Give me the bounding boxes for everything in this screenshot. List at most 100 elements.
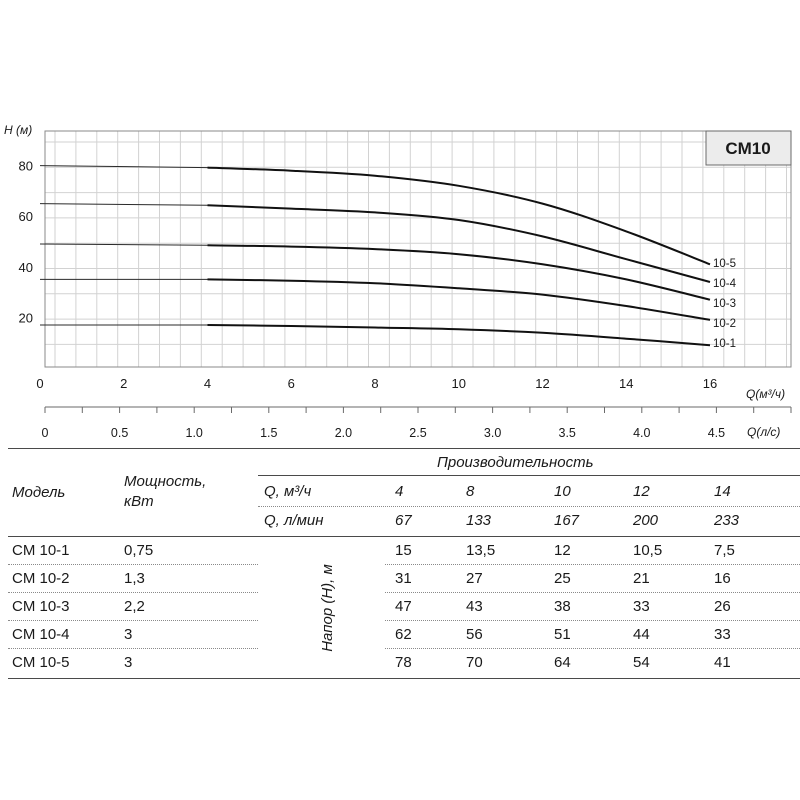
performance-header-rule xyxy=(258,475,800,476)
secondary-tick-label: 4.0 xyxy=(633,426,650,440)
row-separator xyxy=(385,564,800,565)
series-label: 10-3 xyxy=(713,298,736,310)
specification-table: Модель Мощность, кВт Производительность … xyxy=(0,448,800,800)
row-head-value: 78 xyxy=(395,654,412,671)
row-head-value: 43 xyxy=(466,598,483,615)
curve-10-5 xyxy=(207,166,711,266)
q-lmin-value: 167 xyxy=(554,512,580,529)
row-head-value: 44 xyxy=(633,626,650,643)
row-head-value: 16 xyxy=(714,570,731,587)
curve-labels: 10-1 10-2 10-3 10-4 10-5 xyxy=(713,258,737,350)
column-header-power: Мощность, xyxy=(124,473,207,490)
x-tick-label: 0 xyxy=(36,376,43,391)
y-tick-label: 20 xyxy=(19,310,33,325)
y-tick-label: 40 xyxy=(19,260,33,275)
x-tick-label: 10 xyxy=(452,376,466,391)
series-label: 10-5 xyxy=(713,258,736,270)
chart-title-box: CM10 xyxy=(705,130,792,166)
row-head-value: 15 xyxy=(395,542,412,559)
pump-curve-chart: CM10 H (м) 20 40 60 80 0 2 4 6 8 10 12 14 16 Q(м³/ч… xyxy=(4,123,792,440)
table-top-rule xyxy=(8,448,800,449)
q-lmin-value: 133 xyxy=(466,512,492,529)
curve-10-2 xyxy=(207,278,711,321)
row-head-value: 10,5 xyxy=(633,542,663,559)
row-head-value: 26 xyxy=(714,598,731,615)
y-tick-label: 80 xyxy=(19,159,33,174)
x-tick-label: 8 xyxy=(371,376,378,391)
row-head-value: 54 xyxy=(633,654,650,671)
column-header-power-unit: кВт xyxy=(124,493,154,510)
row-model: CM 10-5 xyxy=(12,654,70,671)
row-head-value: 38 xyxy=(554,598,571,615)
row-head-value: 25 xyxy=(554,570,571,587)
row-head-value: 70 xyxy=(466,654,483,671)
curve-10-4 xyxy=(207,204,711,283)
row-separator xyxy=(385,620,800,621)
row-head-value: 21 xyxy=(633,570,650,587)
row-separator xyxy=(385,592,800,593)
q-m3-value: 10 xyxy=(554,483,571,500)
row-head-value: 13,5 xyxy=(466,542,496,559)
pump-curves xyxy=(39,165,711,347)
row-head-value: 12 xyxy=(554,542,571,559)
row-separator xyxy=(8,648,258,649)
row-model: CM 10-2 xyxy=(12,570,70,587)
y-tick-label: 60 xyxy=(19,209,33,224)
q-row-separator xyxy=(258,506,800,507)
column-header-model: Модель xyxy=(12,484,66,501)
head-column-label: Напор (H), м xyxy=(319,564,336,652)
plot-frame xyxy=(44,130,792,368)
secondary-tick-label: 1.0 xyxy=(186,426,203,440)
curve-10-4-lead xyxy=(39,203,208,206)
x-tick-labels: 0 2 4 6 8 10 12 14 16 xyxy=(36,376,717,391)
curve-10-3-lead xyxy=(39,243,208,246)
q-m3-value: 8 xyxy=(466,483,475,500)
row-head-value: 7,5 xyxy=(714,542,735,559)
table-header-bottom-rule xyxy=(8,536,800,537)
q-lmin-value: 200 xyxy=(633,512,659,529)
row-head-value: 31 xyxy=(395,570,412,587)
x-tick-label: 6 xyxy=(288,376,295,391)
row-head-value: 27 xyxy=(466,570,483,587)
x-axis-label: Q(м³/ч) xyxy=(746,387,785,401)
row-head-value: 56 xyxy=(466,626,483,643)
table-bottom-rule xyxy=(8,678,800,679)
row-separator xyxy=(8,592,258,593)
secondary-tick-label: 4.5 xyxy=(708,426,725,440)
secondary-axis-ticks: 0 0.5 1.0 1.5 2.0 2.5 3.0 3.5 4.0 4.5 xyxy=(42,407,792,440)
row-power: 1,3 xyxy=(124,570,145,587)
curve-10-5-lead xyxy=(39,165,208,169)
row-separator xyxy=(385,648,800,649)
row-label-q-lmin: Q, л/мин xyxy=(264,512,324,529)
row-head-value: 64 xyxy=(554,654,571,671)
x-tick-label: 16 xyxy=(703,376,717,391)
y-axis-label: H (м) xyxy=(4,123,32,137)
series-label: 10-2 xyxy=(713,318,736,330)
x-tick-label: 2 xyxy=(120,376,127,391)
q-lmin-value: 233 xyxy=(714,512,740,529)
y-tick-labels: 20 40 60 80 xyxy=(19,159,33,326)
secondary-tick-label: 2.0 xyxy=(335,426,352,440)
column-header-performance: Производительность xyxy=(437,454,594,471)
row-head-value: 33 xyxy=(633,598,650,615)
row-head-value: 51 xyxy=(554,626,571,643)
row-power: 0,75 xyxy=(124,542,154,559)
curve-10-1 xyxy=(207,324,711,347)
chart-grid xyxy=(45,131,791,367)
row-model: CM 10-4 xyxy=(12,626,70,643)
x-tick-label: 12 xyxy=(535,376,549,391)
x-tick-label: 4 xyxy=(204,376,211,391)
row-head-value: 62 xyxy=(395,626,412,643)
secondary-tick-label: 0 xyxy=(42,426,49,440)
series-label: 10-4 xyxy=(713,278,737,290)
secondary-tick-label: 3.0 xyxy=(484,426,501,440)
secondary-tick-label: 2.5 xyxy=(409,426,426,440)
chart-title: CM10 xyxy=(725,139,770,158)
row-separator xyxy=(8,564,258,565)
secondary-tick-label: 3.5 xyxy=(559,426,576,440)
row-head-value: 33 xyxy=(714,626,731,643)
row-power: 3 xyxy=(124,626,133,643)
row-power: 2,2 xyxy=(124,598,145,615)
row-head-value: 41 xyxy=(714,654,731,671)
row-model: CM 10-1 xyxy=(12,542,70,559)
